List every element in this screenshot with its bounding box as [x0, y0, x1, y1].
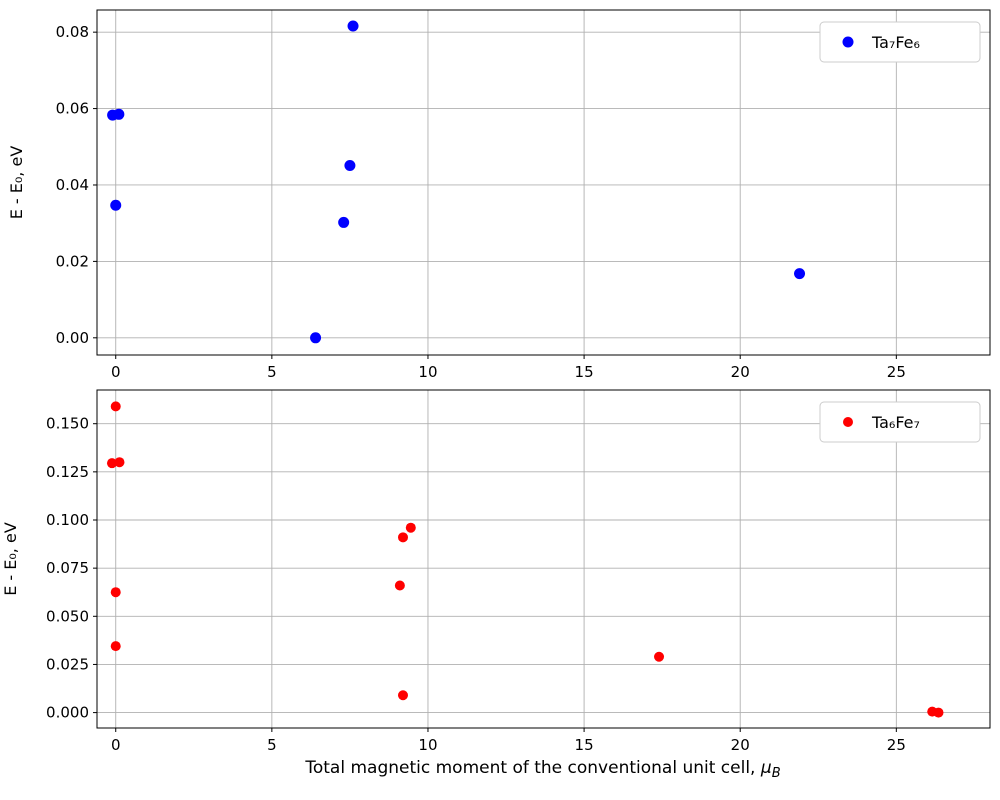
data-point — [405, 522, 416, 533]
data-point — [110, 641, 121, 652]
data-point — [344, 159, 356, 171]
data-point — [347, 20, 359, 32]
data-point — [113, 108, 125, 120]
data-point — [397, 532, 408, 543]
legend-box — [819, 21, 981, 63]
x-tick-label: 0 — [111, 363, 121, 381]
x-tick-label: 20 — [731, 736, 750, 754]
data-point — [397, 690, 408, 701]
y-tick-label: 0.06 — [56, 100, 89, 118]
data-point — [110, 587, 121, 598]
x-tick-label: 20 — [731, 363, 750, 381]
x-tick-label: 15 — [575, 363, 594, 381]
x-tick-label: 5 — [267, 736, 277, 754]
y-tick-label: 0.100 — [46, 511, 89, 529]
data-point — [110, 401, 121, 412]
y-tick-label: 0.150 — [46, 415, 89, 433]
y-tick-label: 0.000 — [46, 704, 89, 722]
data-point — [933, 707, 944, 718]
plot-background — [97, 10, 990, 355]
y-tick-label: 0.00 — [56, 329, 89, 347]
y-tick-label: 0.125 — [46, 463, 89, 481]
x-axis-label: Total magnetic moment of the conventiona… — [304, 758, 780, 781]
x-tick-label: 25 — [887, 363, 906, 381]
y-tick-label: 0.08 — [56, 23, 89, 41]
subplot-2: 0 5 10 15 20 25 0.000 0.025 0.050 0.075 0.100 0.125… — [1, 389, 991, 754]
data-point — [106, 458, 117, 469]
x-tick-label: 15 — [575, 736, 594, 754]
x-axis-label-text: Total magnetic moment of the conventiona… — [304, 758, 761, 778]
y-axis-label: E - E₀, eV — [1, 522, 20, 596]
mu-subscript: B — [772, 766, 781, 781]
x-tick-label: 0 — [111, 736, 121, 754]
subplot-1: 0 5 10 15 20 25 0.00 0.02 0.04 0.06 0.08 E - E₀, eV… — [7, 9, 991, 381]
y-tick-label: 0.050 — [46, 607, 89, 625]
x-tick-label: 25 — [887, 736, 906, 754]
y-tick-label: 0.025 — [46, 655, 89, 673]
y-tick-label: 0.075 — [46, 559, 89, 577]
x-tick-label: 10 — [418, 363, 437, 381]
y-tick-label: 0.04 — [56, 176, 89, 194]
y-axis-label: E - E₀, eV — [7, 146, 26, 220]
legend-marker-icon — [842, 36, 854, 48]
y-tick-label: 0.02 — [56, 252, 89, 270]
data-point — [114, 457, 125, 468]
legend-label: Ta₇Fe₆ — [871, 33, 920, 52]
data-point — [110, 199, 122, 211]
data-point — [310, 332, 322, 344]
data-point — [794, 268, 806, 280]
mu-symbol: μ — [760, 758, 772, 778]
data-point — [338, 216, 350, 228]
data-point — [394, 580, 405, 591]
axes-border — [96, 389, 991, 729]
data-point — [654, 651, 665, 662]
x-tick-label: 5 — [267, 363, 277, 381]
legend-box — [819, 401, 981, 443]
legend-label: Ta₆Fe₇ — [871, 413, 920, 432]
plot-background — [97, 390, 990, 728]
legend-marker-icon — [843, 417, 853, 427]
axes-border — [96, 9, 991, 356]
x-tick-label: 10 — [418, 736, 437, 754]
